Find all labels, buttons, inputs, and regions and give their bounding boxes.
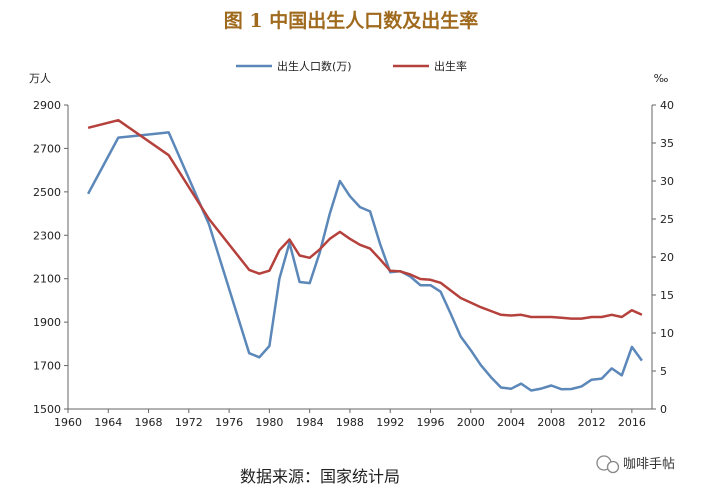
y-left-tick-label: 2300 [33,229,61,242]
x-tick-label: 1976 [215,416,243,429]
y-left-tick-label: 2900 [33,99,61,112]
legend-label-births: 出生人口数(万) [277,59,352,73]
y-left-tick-label: 1500 [33,403,61,416]
y-right-tick-label: 40 [660,99,674,112]
x-tick-label: 2016 [618,416,646,429]
x-tick-label: 1988 [336,416,364,429]
y-left-tick-label: 2700 [33,142,61,155]
x-tick-label: 1968 [135,416,163,429]
x-tick-label: 1980 [255,416,283,429]
brand-name: 咖啡手帖 [623,457,675,472]
x-tick-label: 2000 [457,416,485,429]
brand-mark: 咖啡手帖 [596,455,675,474]
y-left-tick-label: 2500 [33,186,61,199]
x-tick-label: 1960 [54,416,82,429]
wechat-icon-bubble [606,460,620,474]
y-right-tick-label: 30 [660,175,674,188]
y-right-unit: ‰ [654,72,669,85]
series-line-birthrate [87,118,643,320]
chart-title: 图 1 中国出生人口数及出生率 [224,9,478,32]
y-right-tick-label: 20 [660,251,674,264]
axes [67,105,653,410]
y-right-ticks: 0 5 10 15 20 25 30 35 40 [652,99,674,416]
x-tick-label: 2012 [578,416,606,429]
x-tick-label: 2008 [537,416,565,429]
y-left-tick-label: 2100 [33,273,61,286]
x-tick-label: 1992 [376,416,404,429]
y-right-tick-label: 5 [660,365,667,378]
y-right-tick-label: 15 [660,289,674,302]
y-right-tick-label: 0 [660,403,667,416]
y-left-tick-label: 1900 [33,316,61,329]
x-tick-label: 2004 [497,416,525,429]
series-lines [86,118,643,392]
x-tick-label: 1972 [175,416,203,429]
y-right-tick-label: 10 [660,327,674,340]
series-line-births [86,131,643,392]
x-tick-label: 1984 [296,416,324,429]
legend: 出生人口数(万) 出生率 [236,59,467,73]
y-right-tick-label: 35 [660,137,674,150]
source-note: 数据来源：国家统计局 [240,467,400,486]
y-left-ticks: 1500 1700 1900 2100 2300 2500 2700 2900 [33,99,68,416]
x-tick-label: 1996 [416,416,444,429]
x-tick-label: 1964 [94,416,122,429]
y-left-tick-label: 1700 [33,360,61,373]
y-right-tick-label: 25 [660,213,674,226]
y-left-unit: 万人 [29,72,51,85]
legend-label-birthrate: 出生率 [434,59,467,73]
x-ticks: 1960 1964 1968 1972 1976 1980 1984 1988 1992 1996… [54,409,646,429]
